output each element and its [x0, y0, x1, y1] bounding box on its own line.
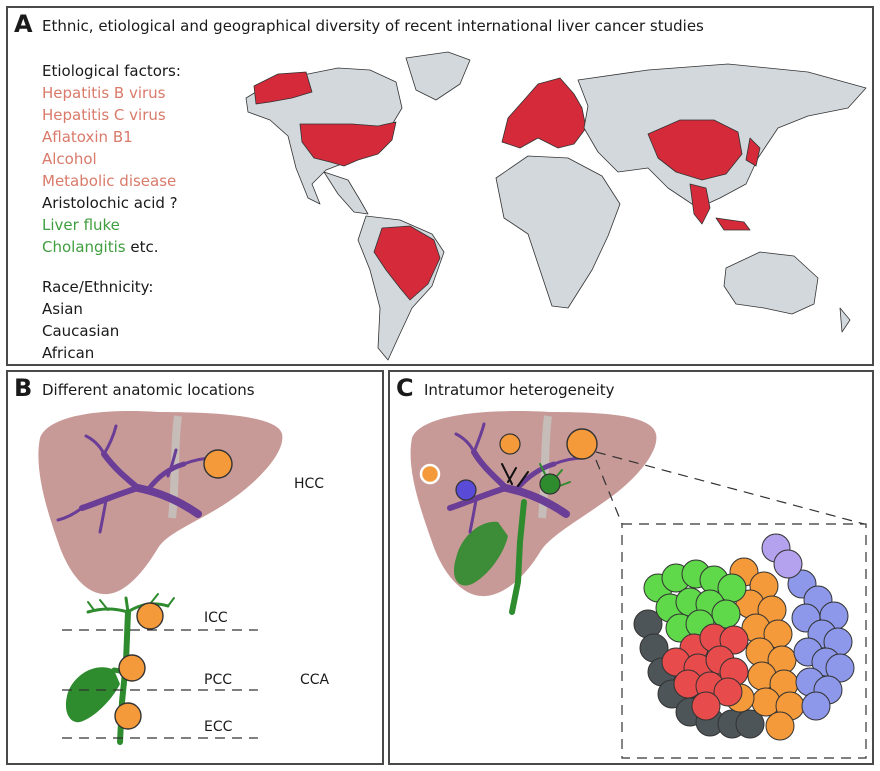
factor-aristolochic: Aristolochic acid ? — [42, 194, 178, 212]
tumor-small — [499, 433, 521, 455]
map-alaska — [253, 71, 313, 105]
icc-tumor — [136, 602, 164, 630]
ecc-tumor — [114, 702, 142, 730]
pcc-label: PCC — [204, 672, 232, 688]
liver-shape-b — [38, 411, 283, 595]
map-brazil — [373, 225, 441, 301]
biliary-schematic — [62, 593, 258, 745]
hcc-tumor — [203, 449, 233, 479]
map-australia — [723, 251, 819, 315]
factor-metabolic: Metabolic disease — [42, 172, 177, 190]
panel-b: B Different anatomic locations — [6, 370, 384, 765]
tumor-large — [566, 428, 598, 460]
tumor-blue — [455, 479, 477, 501]
panel-c-letter: C — [396, 374, 414, 402]
clone-blue-cell — [801, 691, 831, 721]
factor-alcohol: Alcohol — [42, 150, 97, 168]
race-heading: Race/Ethnicity: — [42, 278, 154, 296]
bile-duct-c — [509, 499, 527, 615]
clone-lilac-cell — [773, 549, 803, 579]
panel-c-title: Intratumor heterogeneity — [424, 381, 615, 399]
etiology-legend: Etiological factors: Hepatitis B virus H… — [42, 60, 181, 364]
hcc-label: HCC — [294, 476, 325, 492]
factor-etc: etc. — [130, 238, 159, 256]
map-new-zealand — [839, 307, 851, 333]
tumor-green — [539, 473, 561, 495]
icc-label: ICC — [204, 610, 228, 626]
clone-orange-cell — [751, 687, 781, 717]
panel-a-letter: A — [14, 10, 33, 38]
panel-a: A Ethnic, etiological and geographical d… — [6, 6, 874, 366]
ecc-label: ECC — [204, 719, 233, 735]
bile-duct-tree-c — [447, 422, 586, 534]
map-africa — [495, 155, 621, 309]
bile-duct-tree-b — [56, 424, 216, 534]
panel-b-title: Different anatomic locations — [42, 381, 255, 399]
factor-hcv: Hepatitis C virus — [42, 106, 166, 124]
anatomy-diagram — [38, 411, 283, 745]
map-china — [647, 119, 743, 181]
factor-hbv: Hepatitis B virus — [42, 84, 166, 102]
race-african: African — [42, 344, 95, 362]
world-map — [245, 51, 867, 361]
map-central-america — [323, 171, 369, 215]
clone-red-cell — [691, 691, 721, 721]
clone-orange-cell — [765, 711, 795, 741]
map-southeast-asia — [689, 183, 711, 225]
map-indonesia — [715, 217, 751, 231]
liver-shape-c — [410, 411, 657, 597]
map-japan — [745, 137, 761, 167]
zoom-box — [621, 523, 867, 759]
clone-red-cell — [719, 625, 749, 655]
cca-label: CCA — [300, 672, 330, 688]
panel-c: C Intratumor heterogeneity — [388, 370, 874, 765]
panel-a-title: Ethnic, etiological and geographical div… — [42, 17, 704, 35]
gallbladder-c — [453, 521, 508, 586]
map-greenland — [405, 51, 471, 101]
map-usa — [299, 121, 397, 167]
panel-b-letter: B — [14, 374, 33, 402]
liver-ligament-c — [538, 415, 552, 519]
tumor-white-ring — [419, 463, 441, 485]
liver-ligament-b — [168, 415, 182, 519]
factor-cholangitis: Cholangitis — [42, 238, 126, 256]
heterogeneity-diagram — [410, 411, 867, 759]
tumor-clone-cluster — [633, 533, 855, 741]
factor-cholangitis-row: Cholangitis etc. — [42, 236, 181, 258]
clone-dark-cell — [735, 709, 765, 739]
factor-aflatoxin: Aflatoxin B1 — [42, 128, 133, 146]
gallbladder-b — [65, 667, 120, 723]
clone-red-cell — [713, 677, 743, 707]
race-asian: Asian — [42, 300, 83, 318]
factor-liver-fluke: Liver fluke — [42, 216, 120, 234]
pcc-tumor — [118, 654, 146, 682]
etiology-heading: Etiological factors: — [42, 62, 181, 80]
map-europe — [501, 77, 587, 149]
race-caucasian: Caucasian — [42, 322, 120, 340]
